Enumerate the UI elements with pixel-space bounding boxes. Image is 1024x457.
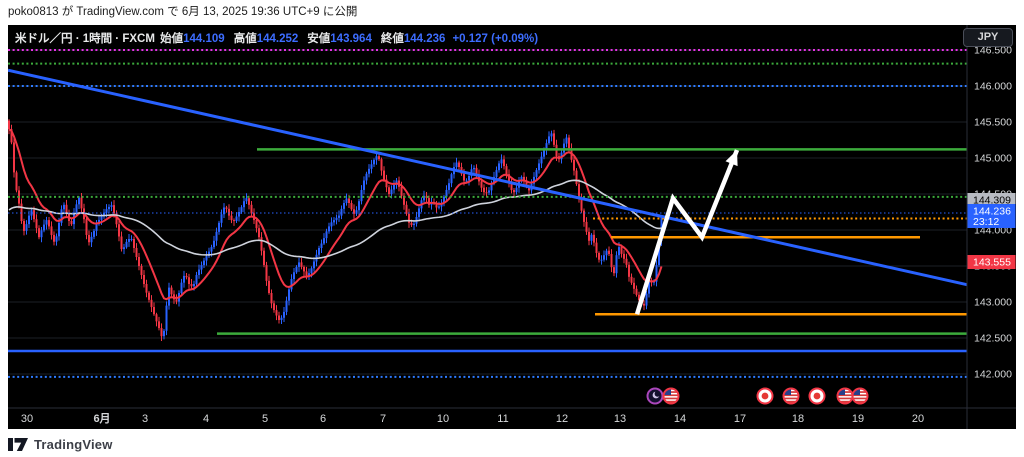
event-icon-us-flag[interactable] [836, 387, 854, 405]
trendline-drawing[interactable] [8, 68, 968, 287]
price-tick-label: 142.000 [974, 369, 1012, 381]
tradingview-logo[interactable]: TradingView [8, 436, 113, 453]
time-tick-label: 30 [21, 413, 33, 425]
tradingview-logo-text: TradingView [34, 437, 113, 452]
time-tick-label: 12 [556, 413, 568, 425]
time-tick-label: 19 [852, 413, 864, 425]
svg-text:23:12: 23:12 [973, 216, 999, 228]
time-tick-label: 6月 [93, 412, 110, 425]
time-tick-label: 10 [437, 413, 449, 425]
event-icon-us-flag[interactable] [662, 387, 680, 405]
event-icon-us-flag[interactable] [782, 387, 800, 405]
event-icon-japan-flag[interactable] [808, 387, 826, 405]
time-tick-label: 7 [380, 413, 386, 425]
ma-white-line[interactable] [8, 179, 662, 260]
ma-red-value-label: 143.555 [967, 255, 1016, 269]
price-tick-label: 143.000 [974, 297, 1012, 309]
price-chart-canvas[interactable]: 146.500146.000145.500145.000144.500144.0… [8, 25, 1016, 429]
time-tick-label: 3 [142, 413, 148, 425]
time-tick-label: 6 [320, 413, 326, 425]
projection-arrow-head [725, 150, 738, 167]
event-icon-japan-flag[interactable] [756, 387, 774, 405]
time-tick-label: 17 [734, 413, 746, 425]
price-tick-label: 146.500 [974, 45, 1012, 57]
projection-arrow[interactable] [634, 149, 740, 315]
time-axis-labels[interactable]: 30 6月 3 4 5 6 7 10 11 12 13 14 17 18 19 20 [21, 412, 924, 425]
time-tick-label: 5 [262, 413, 268, 425]
time-tick-label: 13 [614, 413, 626, 425]
svg-text:144.309: 144.309 [973, 195, 1011, 207]
price-tick-label: 146.000 [974, 81, 1012, 93]
attribution-text: poko0813 が TradingView.com で 6月 13, 2025… [8, 6, 358, 18]
time-tick-label: 4 [203, 413, 209, 425]
time-tick-label: 11 [497, 413, 508, 425]
time-tick-label: 20 [912, 413, 924, 425]
ma-red-line[interactable] [8, 128, 663, 301]
ma-white-value-label: 144.309 [967, 193, 1016, 207]
currency-button[interactable]: JPY [963, 28, 1013, 47]
svg-text:144.236: 144.236 [973, 206, 1011, 218]
grid [8, 49, 967, 375]
time-tick-label: 14 [674, 413, 686, 425]
candlestick-series[interactable] [8, 119, 663, 342]
event-icon-night[interactable] [646, 387, 664, 405]
price-tick-label: 145.500 [974, 117, 1012, 129]
svg-text:143.555: 143.555 [973, 257, 1011, 269]
event-icon-us-flag[interactable] [851, 387, 869, 405]
time-tick-label: 18 [792, 413, 804, 425]
tradingview-logo-icon [8, 438, 28, 451]
chart-card: 米ドル／円 · 1時間 · FXCM 始値144.109 高値144.252 安値1… [8, 25, 1016, 429]
price-tick-label: 142.500 [974, 333, 1012, 345]
price-tick-label: 145.000 [974, 153, 1012, 165]
